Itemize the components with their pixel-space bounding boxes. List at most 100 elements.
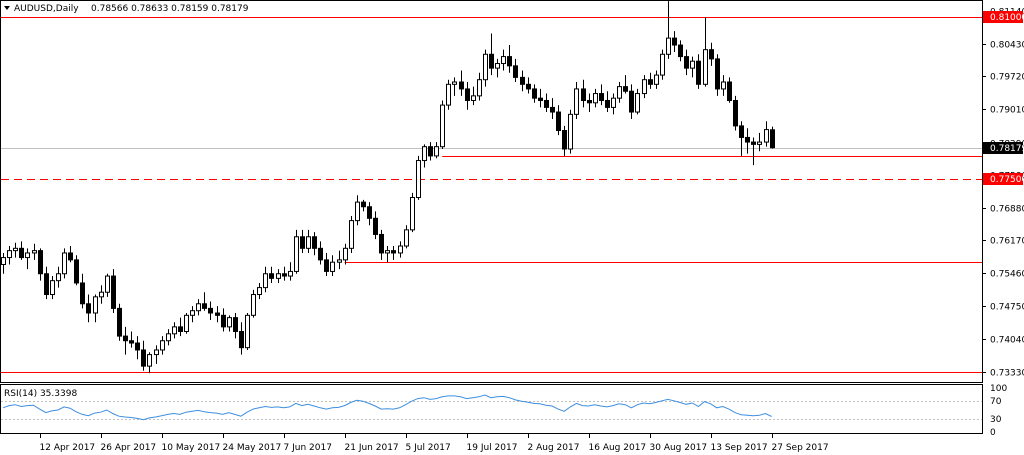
candle: [733, 95, 738, 131]
time-tick-label: 30 Aug 2017: [650, 443, 708, 453]
bear-candle-body: [733, 99, 738, 127]
bull-candle-body: [227, 317, 232, 328]
candle: [709, 42, 714, 66]
price-tag: 0.77500: [983, 173, 1024, 185]
bear-candle-body: [715, 58, 720, 90]
price-axis: 0.811400.804300.797200.790100.782900.775…: [982, 8, 1024, 379]
bear-candle-body: [709, 49, 714, 60]
candle: [300, 229, 305, 253]
candle: [605, 91, 610, 113]
bull-candle-body: [666, 37, 671, 55]
candle: [635, 88, 640, 115]
time-tick-label: 27 Sep 2017: [772, 443, 829, 453]
candle: [80, 273, 85, 309]
bull-candle-body: [385, 250, 390, 254]
bull-candle-body: [294, 236, 299, 272]
bear-candle-body: [19, 247, 24, 259]
bull-candle-body: [166, 333, 171, 342]
candle: [227, 315, 232, 332]
time-tick-label: 16 Aug 2017: [589, 443, 647, 453]
bull-candle-body: [93, 296, 98, 314]
candle: [19, 241, 24, 260]
bear-candle-body: [587, 99, 592, 104]
candle: [38, 248, 43, 281]
candle: [117, 303, 122, 341]
candle: [32, 243, 37, 260]
bear-candle-body: [282, 273, 287, 277]
candle: [489, 33, 494, 76]
bull-candle-body: [690, 60, 695, 69]
rsi-label: RSI(14) 35.3398: [4, 389, 77, 399]
candle: [215, 306, 220, 323]
candle: [306, 229, 311, 253]
bull-candle-body: [1, 257, 6, 265]
candle: [330, 255, 335, 277]
bull-candle-body: [422, 146, 427, 162]
candle: [642, 75, 647, 99]
bear-candle-body: [312, 236, 317, 249]
candle: [93, 294, 98, 323]
bear-candle-body: [68, 252, 73, 261]
candle: [245, 313, 250, 350]
bear-candle-body: [38, 250, 43, 275]
candle: [379, 229, 384, 260]
bull-candle-body: [568, 113, 573, 150]
time-tick-label: 24 May 2017: [223, 443, 282, 453]
candle: [751, 137, 756, 166]
bear-candle-body: [111, 275, 116, 309]
bull-candle-body: [477, 79, 482, 97]
triangle-down-icon[interactable]: [4, 6, 10, 10]
candle: [434, 142, 439, 159]
bear-candle-body: [117, 307, 122, 337]
bear-candle-body: [428, 146, 433, 157]
candle: [678, 40, 683, 62]
bull-candle-body: [160, 340, 165, 351]
candle: [703, 17, 708, 87]
rsi-tick-label: 30: [990, 415, 1002, 425]
bear-candle-body: [178, 326, 183, 332]
candle: [202, 292, 207, 311]
bear-candle-body: [202, 303, 207, 309]
candle: [398, 241, 403, 258]
candle: [526, 77, 531, 94]
bear-candle-body: [123, 335, 128, 342]
bear-candle-body: [581, 88, 586, 101]
bull-candle-body: [416, 160, 421, 199]
time-tick-label: 5 Jul 2017: [406, 443, 451, 453]
bull-candle-body: [764, 129, 769, 143]
bear-candle-body: [678, 44, 683, 58]
bear-candle-body: [215, 312, 220, 316]
bear-candle-body: [727, 81, 732, 101]
bear-candle-body: [233, 317, 238, 332]
price-tag: 0.81000: [983, 11, 1024, 23]
bear-candle-body: [373, 217, 378, 235]
candle: [690, 56, 695, 78]
candle: [208, 301, 213, 320]
candle: [276, 269, 281, 283]
bear-candle-body: [324, 259, 329, 272]
price-tag-label: 0.77500: [990, 175, 1024, 185]
time-tick-label: 19 Jul 2017: [467, 443, 518, 453]
candle: [611, 93, 616, 115]
candle: [770, 126, 775, 149]
bull-candle-body: [660, 53, 665, 76]
candle: [178, 317, 183, 337]
candle: [294, 229, 299, 274]
candle: [562, 125, 567, 156]
rsi-level-lines: [1, 401, 982, 420]
bull-candle-body: [757, 141, 762, 145]
candle: [629, 84, 634, 119]
price-tag-bg: [983, 142, 1023, 154]
candle: [44, 266, 49, 300]
candle: [544, 93, 549, 113]
candle: [105, 273, 110, 297]
price-tick-label: 0.74040: [990, 336, 1024, 346]
candle: [123, 326, 128, 355]
candle: [422, 144, 427, 168]
bear-candle-body: [208, 307, 213, 314]
bull-candle-body: [50, 280, 55, 296]
candle: [13, 242, 18, 258]
bear-candle-body: [599, 93, 604, 101]
bull-candle-body: [593, 93, 598, 104]
